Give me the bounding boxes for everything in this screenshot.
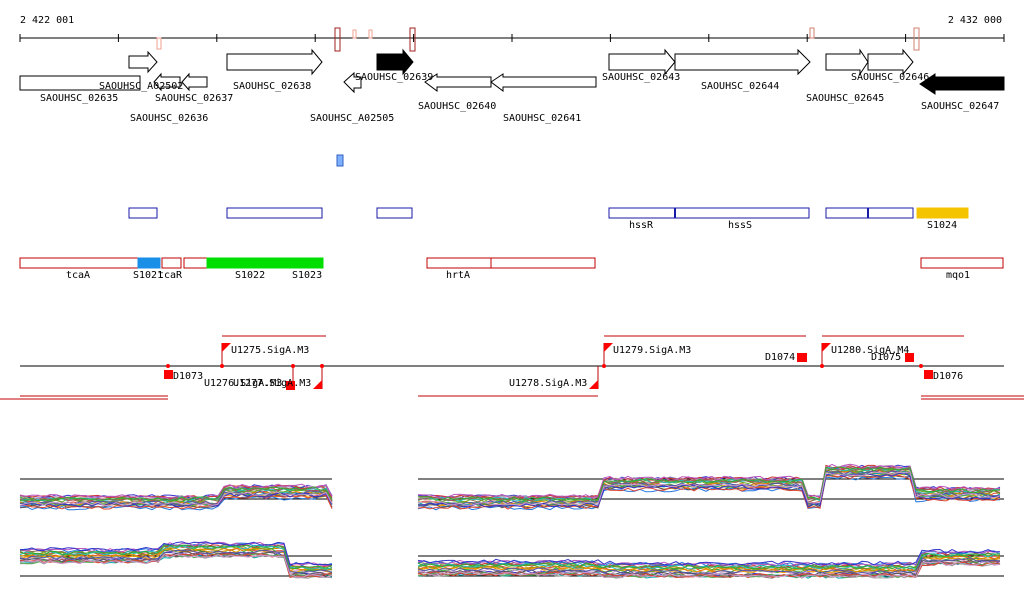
promoter-label: U1276.SigA.M3 <box>204 378 282 389</box>
gene-arrow[interactable] <box>226 48 323 76</box>
start-coordinate: 2 422 001 <box>20 15 74 26</box>
operon-box[interactable] <box>376 207 413 219</box>
feature-label: S1021 <box>133 270 163 281</box>
promoter-track <box>0 335 1024 400</box>
expression-profile-line <box>417 472 1001 508</box>
operon-track <box>128 207 969 219</box>
operon-label: hssS <box>728 220 752 231</box>
expression-profile-line <box>19 544 333 570</box>
operon-labels: hssR hssS S1024 <box>629 220 957 231</box>
expression-profile-line <box>19 549 333 574</box>
expression-profile-line <box>19 542 333 567</box>
expression-profile-line <box>417 561 1001 579</box>
end-coordinate: 2 432 000 <box>948 15 1002 26</box>
expression-panel-bottom <box>19 541 1004 579</box>
expression-profile-line <box>19 491 333 507</box>
promoter-label: U1275.SigA.M3 <box>231 345 309 356</box>
expression-profile-line <box>19 541 333 566</box>
operon-box[interactable] <box>608 207 810 219</box>
feature-label: S1023 <box>292 270 322 281</box>
expression-profile-line <box>417 471 1001 506</box>
promoter-label: U1279.SigA.M3 <box>613 345 691 356</box>
expression-profile-line <box>19 486 333 502</box>
expression-profile-line <box>19 484 333 500</box>
gene-label: SAOUHSC_02643 <box>602 72 680 83</box>
expression-profile-line <box>19 495 333 511</box>
operon-box[interactable] <box>825 207 914 219</box>
operon-box-filled[interactable] <box>916 207 969 219</box>
expression-profile-line <box>19 486 333 502</box>
expression-profile-line <box>417 552 1001 570</box>
gene-arrow[interactable] <box>608 48 676 76</box>
operon-label: S1024 <box>927 220 957 231</box>
gene-label: SAOUHSC_02638 <box>233 81 311 92</box>
gene-arrow[interactable] <box>153 72 181 92</box>
gene-arrow[interactable] <box>424 73 492 92</box>
promoter-label: U1277.SigA.M3 <box>233 378 311 389</box>
gene-arrow[interactable] <box>919 73 1005 95</box>
operon-label: hssR <box>629 220 654 231</box>
expression-profile-line <box>417 561 1001 579</box>
terminator-label: D1076 <box>933 371 963 382</box>
operon-box[interactable] <box>226 207 323 219</box>
gene-label: SAOUHSC_02647 <box>921 101 999 112</box>
gene-arrow[interactable] <box>19 75 141 91</box>
terminator-label: D1073 <box>173 371 203 382</box>
expression-profile-line <box>417 558 1001 576</box>
expression-profile-line <box>19 553 333 578</box>
feature-box-filled[interactable] <box>206 257 324 269</box>
terminator-label: D1074 <box>765 352 795 363</box>
gene-label: SAOUHSC_02641 <box>503 113 581 124</box>
genes-track <box>19 48 1005 95</box>
expression-profile-line <box>417 557 1001 575</box>
coordinate-ruler: 2 422 001 2 432 000 <box>19 15 1005 52</box>
expression-profile-line <box>417 548 1001 566</box>
gene-label: SAOUHSC_A02502 <box>99 81 183 92</box>
expression-profile-line <box>417 466 1001 502</box>
gene-arrow[interactable] <box>674 48 811 76</box>
feature-label: tcaR <box>158 270 183 281</box>
gene-arrow[interactable] <box>490 73 597 92</box>
feature-label: mqo1 <box>946 270 970 281</box>
feature-box[interactable] <box>426 257 596 269</box>
gene-label: SAOUHSC_A02505 <box>310 113 394 124</box>
terminator-label: D1075 <box>871 352 901 363</box>
promoter-label: U1278.SigA.M3 <box>509 378 587 389</box>
gene-label: SAOUHSC_02635 <box>40 93 118 104</box>
gene-arrow[interactable] <box>128 50 158 74</box>
operon-box[interactable] <box>128 207 158 219</box>
gene-label: SAOUHSC_02636 <box>130 113 208 124</box>
promoter-label: U1280.SigA.M4 <box>831 345 909 356</box>
feature-track <box>19 257 1004 269</box>
feature-labels: tcaA S1021 tcaR S1022 S1023 hrtA mqo1 <box>66 270 970 281</box>
feature-label: hrtA <box>446 270 470 281</box>
feature-box[interactable] <box>161 257 182 269</box>
gene-arrow[interactable] <box>376 48 414 76</box>
feature-label: S1022 <box>235 270 265 281</box>
gene-label: SAOUHSC_02646 <box>851 72 929 83</box>
gene-label: SAOUHSC_02644 <box>701 81 779 92</box>
gene-label: SAOUHSC_02645 <box>806 93 884 104</box>
expression-profile-line <box>19 544 333 570</box>
feature-box[interactable] <box>183 257 208 269</box>
expression-panel-top <box>19 463 1004 511</box>
gene-label: SAOUHSC_02637 <box>155 93 233 104</box>
gene-labels: SAOUHSC_A02502 SAOUHSC_02635 SAOUHSC_026… <box>40 72 999 124</box>
gene-arrow[interactable] <box>181 72 208 92</box>
gene-label: SAOUHSC_02640 <box>418 101 496 112</box>
promoter-labels: U1275.SigA.M3 U1276.SigA.M3 U1277.SigA.M… <box>173 345 963 389</box>
feature-box-filled[interactable] <box>137 257 161 269</box>
gene-arrow[interactable] <box>343 71 362 94</box>
gene-label: SAOUHSC_02639 <box>355 72 433 83</box>
feature-label: tcaA <box>66 270 90 281</box>
gene-arrow[interactable] <box>825 48 869 76</box>
gene-arrow[interactable] <box>867 48 914 76</box>
signal-marker <box>336 154 344 167</box>
feature-box[interactable] <box>920 257 1004 269</box>
